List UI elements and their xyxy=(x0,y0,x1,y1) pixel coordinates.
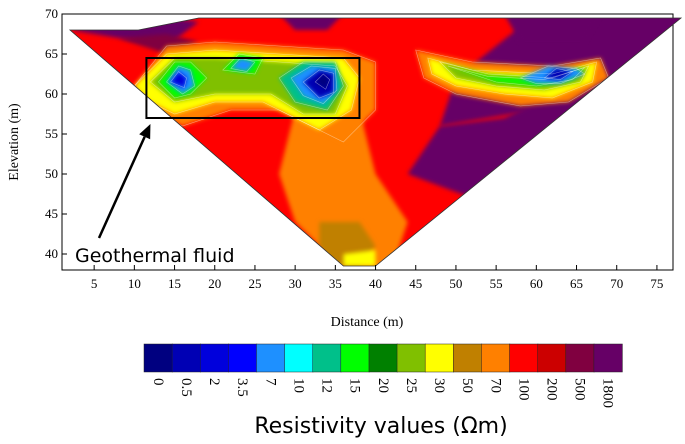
colorbar-swatch xyxy=(256,343,286,373)
contour-line xyxy=(134,41,376,143)
resistivity-contour xyxy=(279,110,408,266)
colorbar-tick-label: 15 xyxy=(347,378,363,393)
x-tick-label: 75 xyxy=(650,276,663,291)
x-tick-label: 70 xyxy=(610,276,623,291)
colorbar-swatch xyxy=(368,343,398,373)
x-tick-label: 15 xyxy=(168,276,181,291)
colorbar-tick-label: 25 xyxy=(403,378,419,393)
y-tick-label: 65 xyxy=(45,46,58,61)
colorbar-swatch xyxy=(593,343,623,373)
resistivity-contour xyxy=(315,74,330,90)
x-tick-label: 5 xyxy=(91,276,98,291)
geothermal-highlight-box xyxy=(145,57,361,119)
plot-area: 5 10 15 20 25 30 35 40 45 50 55 60 65 70 75 40 45 50 55 60… xyxy=(7,6,683,330)
colorbar-swatch xyxy=(509,343,539,373)
y-tick-label: 55 xyxy=(45,126,58,141)
colorbar-swatch xyxy=(284,343,314,373)
x-axis-label: Distance (m) xyxy=(331,315,404,330)
resistivity-contour xyxy=(504,18,601,42)
y-axis-label: Elevation (m) xyxy=(7,103,22,181)
x-tick-label: 10 xyxy=(128,276,141,291)
annotation-arrow xyxy=(97,136,146,239)
contour-line xyxy=(278,61,344,111)
colorbar-swatch xyxy=(424,343,454,373)
contour-line xyxy=(290,65,338,104)
colorbar-tick-label: 20 xyxy=(375,378,391,393)
contour-line xyxy=(133,49,360,131)
x-axis: 5 10 15 20 25 30 35 40 45 50 55 60 65 70 75 xyxy=(91,265,663,291)
resistivity-contour xyxy=(230,58,255,72)
contour-line xyxy=(314,73,331,90)
colorbar-swatch xyxy=(228,343,258,373)
x-tick-label: 65 xyxy=(570,276,583,291)
colorbar-tick-label: 30 xyxy=(431,378,447,393)
y-tick-label: 40 xyxy=(45,246,58,261)
resistivity-contour xyxy=(279,18,344,30)
resistivity-section xyxy=(70,18,681,266)
colorbar-swatch xyxy=(171,343,201,373)
resistivity-contour xyxy=(170,71,187,88)
contour-line xyxy=(438,61,590,91)
colorbar-label: Resistivity values (Ωm) xyxy=(254,414,507,439)
y-tick-label: 50 xyxy=(45,166,58,181)
x-tick-label: 35 xyxy=(329,276,342,291)
x-tick-label: 55 xyxy=(490,276,503,291)
section-outline xyxy=(68,17,683,267)
colorbar-swatch xyxy=(143,343,173,373)
colorbar-tick-label: 500 xyxy=(572,378,588,401)
colorbar-tick-label: 2 xyxy=(206,378,222,386)
colorbar-swatch xyxy=(565,343,595,373)
x-tick-label: 60 xyxy=(530,276,543,291)
x-tick-label: 40 xyxy=(369,276,382,291)
colorbar-swatch xyxy=(340,343,370,373)
colorbar-tick-label: 100 xyxy=(515,378,531,401)
colorbar-swatch xyxy=(396,343,426,373)
colorbar-swatch xyxy=(453,343,483,373)
colorbar-tick-label: 3.5 xyxy=(234,378,250,397)
x-tick-label: 50 xyxy=(449,276,462,291)
contour-line xyxy=(519,65,586,84)
colorbar-tick-label: 7 xyxy=(262,378,278,386)
colorbar-tick-label: 12 xyxy=(319,378,335,393)
x-tick-label: 45 xyxy=(409,276,422,291)
resistivity-contour xyxy=(544,68,573,80)
contour-line xyxy=(302,69,335,99)
colorbar-tick-label: 0.5 xyxy=(178,378,194,397)
annotation-arrowhead xyxy=(139,124,151,140)
colorbar-swatch xyxy=(312,343,342,373)
contour-line xyxy=(427,57,597,99)
contour-line xyxy=(158,61,208,99)
colorbar: 0 0.5 2 3.5 7 10 12 15 20 25 30 50 70 100 200 500 1800 xyxy=(143,343,623,408)
plot-frame xyxy=(61,13,674,271)
contour-line xyxy=(170,71,187,89)
x-tick-label: 25 xyxy=(248,276,261,291)
y-tick-label: 70 xyxy=(45,6,58,21)
contour-line xyxy=(166,65,196,95)
colorbar-tick-label: 1800 xyxy=(600,378,616,408)
annotation-label: Geothermal fluid xyxy=(75,245,235,267)
y-axis: 40 45 50 55 60 65 70 xyxy=(45,6,67,261)
colorbar-tick-label: 50 xyxy=(459,378,475,393)
contour-line xyxy=(447,65,585,87)
contour-line xyxy=(230,57,256,72)
colorbar-swatch xyxy=(199,343,230,373)
annotation: Geothermal fluid xyxy=(75,124,235,267)
contour-line xyxy=(415,49,610,107)
colorbar-tick-label: 70 xyxy=(487,378,503,393)
x-tick-label: 30 xyxy=(289,276,302,291)
colorbar-tick-label: 200 xyxy=(544,378,560,401)
colorbar-swatch xyxy=(481,343,511,373)
y-tick-label: 45 xyxy=(45,206,58,221)
y-tick-label: 60 xyxy=(45,86,58,101)
colorbar-swatch xyxy=(537,343,567,373)
colorbar-tick-label: 0 xyxy=(150,378,166,386)
resistivity-contour xyxy=(343,250,376,266)
contour-line xyxy=(543,68,574,80)
x-tick-label: 20 xyxy=(208,276,221,291)
colorbar-tick-label: 10 xyxy=(290,378,306,393)
